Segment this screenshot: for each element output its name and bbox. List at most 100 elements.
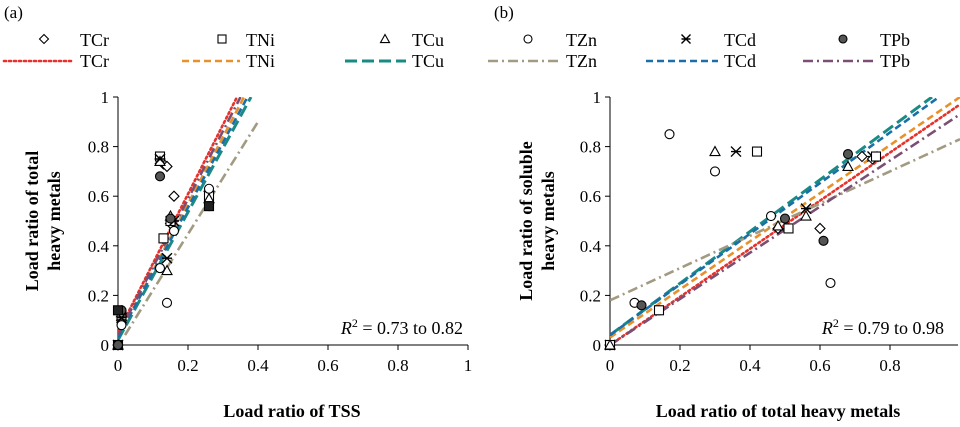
panel-b-point-tzn <box>765 210 777 222</box>
panel-b-points <box>604 129 882 351</box>
panel-b-y-title-line-1: Load ratio of soluble <box>516 141 536 301</box>
panel-a-legend-marker-tcr <box>38 33 50 45</box>
panel-a-point-tzn <box>154 263 166 274</box>
panel-b-legend-label-tpb: TPb <box>880 30 910 50</box>
panel-b-y-tick-label: 0.8 <box>580 138 601 157</box>
panel-b-point-tcu <box>772 219 784 231</box>
panel-a-legend-marker-tcu <box>379 33 391 44</box>
panel-a-y-tick-label: 0.6 <box>88 187 109 206</box>
panel-a-x-tick-label: 1 <box>464 356 473 375</box>
panel-a-x-tick-label: 0.8 <box>387 356 408 375</box>
panel-b-legend-label-tcd: TCd <box>724 30 756 50</box>
panel-b-point-tcu <box>604 338 616 350</box>
panel-a-point-tni <box>158 233 169 244</box>
panel-a-legend-label-tcu: TCu <box>412 30 444 50</box>
panel-a-r2-prefix: R <box>340 318 352 338</box>
panel-a-y-title-line-1: Load ratio of total <box>22 151 42 291</box>
panel-b-x-tick-label: 0.4 <box>739 356 761 375</box>
panel-b-legend-marker-tzn <box>523 34 533 44</box>
panel-b-point-tzn <box>664 129 675 140</box>
panel-a-x-tick-label: 0.2 <box>177 356 198 375</box>
panel-a-point-tzn <box>161 297 173 308</box>
panel-a-r2-sup: 2 <box>352 316 358 330</box>
panel-b-point-tpb <box>818 235 829 246</box>
panel-a-point-tzn <box>203 183 215 194</box>
panel-b-point-tcd <box>730 146 742 158</box>
panel-a-legend: TCr TNi TCu TCr TNi TCu <box>2 30 444 71</box>
panel-a-point-filled-squares <box>112 305 124 316</box>
panel-a-point-tcr <box>168 190 180 202</box>
panel-a-point-tpb <box>165 213 176 224</box>
panel-a-point-tpb <box>154 171 166 182</box>
panel-a-point-tzn <box>116 320 127 331</box>
panel-b-point-tcr <box>814 222 826 235</box>
panel-a-legend-line-label-tni: TNi <box>246 51 275 71</box>
panel-b-point-tni <box>783 223 794 234</box>
panel-b-point-tni <box>751 146 763 157</box>
panel-b-r2-sup: 2 <box>833 316 839 330</box>
panel-a-fit-line-tcr <box>118 97 239 334</box>
panel-b-legend: TZn TCd TPb TZn TCd TPb <box>488 30 910 71</box>
panel-b-legend-marker-tpb <box>838 34 848 44</box>
panel-a-point-tcd <box>161 252 173 264</box>
panel-b-y-tick-label: 0.6 <box>580 187 601 206</box>
panel-b: (b) TZn TCd TPb TZn TCd TPb 0 0.2 0.4 0.6 0.8 1 0 0.… <box>488 3 960 421</box>
panel-b-label: (b) <box>494 3 514 22</box>
panel-a-x-title: Load ratio of TSS <box>223 401 360 421</box>
panel-a-r2-text: = 0.73 to 0.82 <box>358 318 463 338</box>
panel-a-r2-annotation: R2 = 0.73 to 0.82 <box>340 316 463 338</box>
panel-b-x-tick-label: 0.8 <box>879 356 900 375</box>
panel-a: (a) TCr TNi TCu TCr TNi TCu 0 0.2 0.4 0.6 0.8 1 0 0.… <box>2 3 473 421</box>
panel-b-point-tcd <box>800 203 812 215</box>
panel-a-y-tick-label: 0.4 <box>88 237 110 256</box>
panel-b-point-tpb <box>842 148 854 160</box>
panel-a-ticks: 0 0.2 0.4 0.6 0.8 1 0 0.2 0.4 0.6 0.8 1 <box>88 88 473 375</box>
panel-a-legend-marker-tni <box>217 34 227 44</box>
panel-b-r2-prefix: R <box>821 318 833 338</box>
panel-b-x-tick-label: 0.6 <box>809 356 830 375</box>
panel-b-legend-line-label-tcd: TCd <box>724 51 756 71</box>
panel-a-y-tick-label: 0 <box>101 336 110 355</box>
panel-a-point-tpb <box>112 339 124 351</box>
panel-b-point-tcu <box>709 145 721 157</box>
panel-b-axes <box>609 97 958 346</box>
panel-b-point-tpb <box>636 300 647 311</box>
panel-b-point-tni <box>870 151 882 162</box>
panel-b-point-tcu <box>800 209 812 221</box>
panel-b-y-tick-label: 1 <box>593 88 602 107</box>
panel-a-legend-label-tni: TNi <box>246 30 275 50</box>
panel-b-x-tick-label: 0 <box>606 356 615 375</box>
panel-a-y-tick-label: 0.8 <box>88 138 109 157</box>
panel-b-r2-text: = 0.79 to 0.98 <box>839 318 944 338</box>
panel-b-point-tcu <box>842 160 854 171</box>
panel-b-fit-line-tcu <box>610 97 933 337</box>
panel-a-point-tzn <box>168 225 180 236</box>
panel-a-point-tcd <box>154 153 166 165</box>
panel-b-legend-marker-tcd <box>681 34 691 44</box>
panel-a-legend-line-label-tcu: TCu <box>412 51 444 71</box>
panel-a-x-tick-label: 0 <box>114 356 123 375</box>
panel-b-legend-line-label-tzn: TZn <box>566 51 597 71</box>
panel-b-point-tni <box>653 305 665 316</box>
panel-b-y-title-line-2: heavy metals <box>538 171 558 270</box>
panel-b-point-tpb <box>779 213 791 224</box>
panel-a-fit-line-tcu <box>118 97 253 341</box>
panel-a-x-tick-label: 0.4 <box>247 356 269 375</box>
panel-a-point-filled-squares <box>203 201 215 212</box>
panel-b-y-title: Load ratio of soluble heavy metals <box>516 141 558 301</box>
panel-a-y-title-line-2: heavy metals <box>44 171 64 270</box>
panel-b-point-tcr <box>856 150 868 163</box>
panel-b-y-tick-label: 0 <box>593 336 602 355</box>
panel-a-x-tick-label: 0.6 <box>317 356 338 375</box>
panel-a-fit-line-tpb <box>118 97 242 336</box>
panel-b-legend-label-tzn: TZn <box>566 30 597 50</box>
panel-b-fit-line-tzn <box>610 137 960 302</box>
panel-b-x-tick-label: 0.2 <box>669 356 690 375</box>
panel-a-y-tick-label: 0.2 <box>88 286 109 305</box>
panel-a-axes <box>117 97 468 346</box>
panel-b-legend-line-label-tpb: TPb <box>880 51 910 71</box>
panel-a-legend-line-label-tcr: TCr <box>80 51 109 71</box>
panel-a-y-tick-label: 1 <box>101 88 110 107</box>
panel-b-y-tick-label: 0.4 <box>580 237 602 256</box>
